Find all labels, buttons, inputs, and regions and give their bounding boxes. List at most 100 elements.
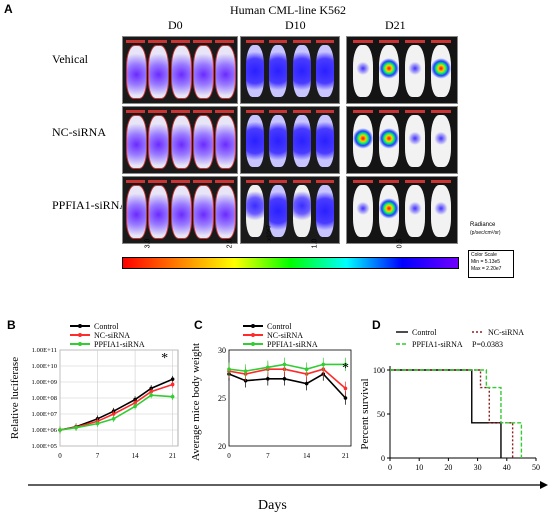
mouse-image: [431, 115, 451, 167]
scale-tick-2: 2.0: [226, 238, 234, 249]
ytick-label: 30: [218, 346, 226, 355]
mouse-image: [431, 185, 451, 237]
mouse-image: [379, 185, 399, 237]
imaging-tag: [292, 40, 311, 43]
data-point: [74, 425, 78, 430]
ytick-label: 20: [218, 442, 226, 451]
imaging-panel: [122, 176, 238, 244]
significance-star: *: [342, 361, 349, 376]
ytick-label: 1.00E+07: [31, 411, 57, 418]
imaging-tag: [353, 180, 373, 183]
mouse-image: [292, 115, 311, 167]
imaging-tag: [353, 40, 373, 43]
legend-marker: [78, 333, 82, 337]
ytick-label: 1.00E+06: [31, 427, 57, 434]
data-point: [227, 367, 231, 371]
ytick-label: 1.00E+11: [32, 347, 57, 354]
data-point: [321, 362, 326, 367]
imaging-tag: [170, 110, 190, 113]
legend-label: Control: [94, 322, 119, 331]
imaging-tag: [192, 180, 212, 183]
legend-marker: [251, 333, 255, 337]
radiance-units: (p/sec/cm²/sr): [470, 230, 501, 236]
imaging-tag: [246, 110, 265, 113]
timepoint-d21: D21: [385, 18, 406, 32]
survival-curve: [390, 369, 502, 458]
y-axis-label: Average mice body weight: [190, 343, 202, 461]
legend-marker: [251, 324, 255, 328]
imaging-tag: [170, 40, 190, 43]
imaging-tag: [126, 110, 146, 113]
mouse-image: [192, 45, 214, 99]
mouse-image: [214, 115, 236, 169]
ytick-label: 100: [373, 366, 385, 375]
imaging-panel: [346, 106, 458, 174]
imaging-tag: [405, 110, 425, 113]
data-point: [343, 386, 348, 391]
imaging-tag: [214, 110, 234, 113]
imaging-tag: [126, 180, 146, 183]
imaging-panel: [122, 106, 238, 174]
ytick-label: 50: [377, 410, 385, 419]
mouse-image: [170, 45, 192, 99]
imaging-tag: [148, 110, 168, 113]
imaging-panel: [240, 106, 340, 174]
imaging-tag: [192, 40, 212, 43]
mouse-image: [214, 45, 236, 99]
xtick-label: 14: [303, 452, 311, 460]
imaging-tag: [315, 110, 334, 113]
legend-label: Control: [412, 328, 437, 337]
mouse-image: [170, 185, 192, 239]
data-point: [170, 382, 175, 387]
mouse-image: [353, 115, 373, 167]
imaging-tag: [214, 180, 234, 183]
imaging-tag: [405, 40, 425, 43]
legend-marker: [78, 324, 82, 328]
mouse-image: [126, 185, 148, 239]
imaging-panel: [240, 176, 340, 244]
xtick-label: 21: [169, 452, 177, 460]
imaging-tag: [269, 110, 288, 113]
mouse-image: [431, 45, 451, 97]
legend-label: PPFIA1-siRNA: [412, 340, 463, 349]
mouse-image: [405, 185, 425, 237]
imaging-tag: [269, 40, 288, 43]
imaging-tag: [431, 180, 451, 183]
mouse-image: [269, 115, 288, 167]
mouse-image: [246, 185, 265, 237]
data-point: [170, 377, 175, 381]
days-arrow: [28, 481, 548, 489]
timepoint-d10: D10: [285, 18, 306, 32]
ytick-label: 1.00E+08: [31, 395, 57, 402]
mouse-image: [405, 45, 425, 97]
mouse-image: [192, 115, 214, 169]
data-point: [58, 428, 62, 432]
imaging-tag: [192, 110, 212, 113]
mouse-image: [315, 115, 334, 167]
panel-a-title: Human CML-line K562: [230, 3, 346, 17]
mouse-image: [246, 115, 265, 167]
color-scale-legend-box: Color Scale Min = 5.13e5 Max = 2.20e7: [468, 250, 514, 278]
ytick-label: 1.00E+10: [31, 363, 57, 370]
mouse-image: [170, 115, 192, 169]
mouse-image: [148, 45, 170, 99]
mouse-image: [126, 115, 148, 169]
radiance-label: Radiance: [470, 222, 496, 228]
legend-marker: [251, 342, 255, 346]
timepoint-d0: D0: [168, 18, 183, 32]
data-point: [149, 393, 153, 397]
data-point: [304, 381, 309, 386]
xtick-label: 21: [342, 452, 350, 460]
ytick-label: 25: [218, 394, 226, 403]
group-label-nc-sirna: NC-siRNA: [52, 125, 107, 139]
color-scale-max: Max = 2.20e7: [471, 266, 502, 272]
days-label: Days: [258, 498, 287, 513]
imaging-tag: [315, 180, 334, 183]
imaging-tag: [246, 180, 265, 183]
xtick-label: 40: [503, 463, 511, 470]
mouse-image: [148, 115, 170, 169]
xtick-label: 14: [132, 452, 140, 460]
mouse-image: [353, 45, 373, 97]
panel-c-letter: C: [194, 318, 203, 332]
survival-curve: [390, 369, 523, 458]
